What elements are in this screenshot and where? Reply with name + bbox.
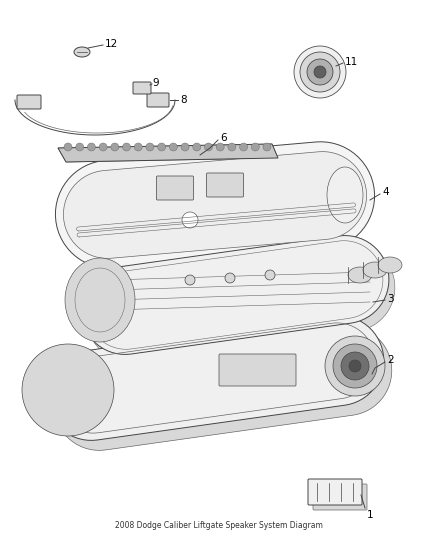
FancyBboxPatch shape (308, 479, 362, 505)
Circle shape (225, 273, 235, 283)
Polygon shape (58, 144, 278, 162)
Circle shape (111, 143, 119, 151)
Polygon shape (87, 244, 395, 362)
Circle shape (240, 143, 247, 151)
Ellipse shape (307, 59, 333, 85)
FancyBboxPatch shape (313, 484, 367, 510)
Ellipse shape (314, 66, 326, 78)
Ellipse shape (42, 364, 94, 416)
Ellipse shape (363, 262, 387, 278)
Circle shape (64, 143, 72, 151)
Polygon shape (64, 151, 367, 259)
Circle shape (99, 143, 107, 151)
Ellipse shape (327, 167, 363, 223)
Circle shape (205, 143, 212, 151)
FancyBboxPatch shape (17, 95, 41, 109)
Circle shape (185, 275, 195, 285)
Ellipse shape (333, 344, 377, 388)
Ellipse shape (65, 258, 135, 342)
Text: 3: 3 (387, 294, 394, 304)
Circle shape (263, 143, 271, 151)
Circle shape (265, 270, 275, 280)
FancyBboxPatch shape (156, 176, 194, 200)
Circle shape (76, 143, 84, 151)
FancyBboxPatch shape (133, 82, 151, 94)
Polygon shape (81, 236, 389, 354)
FancyBboxPatch shape (219, 354, 296, 386)
Ellipse shape (348, 267, 372, 283)
Circle shape (170, 143, 177, 151)
Circle shape (193, 143, 201, 151)
Ellipse shape (294, 46, 346, 98)
FancyBboxPatch shape (206, 173, 244, 197)
FancyBboxPatch shape (147, 93, 169, 107)
Circle shape (228, 143, 236, 151)
Text: 1: 1 (367, 510, 374, 520)
Ellipse shape (56, 378, 80, 402)
Polygon shape (58, 144, 278, 162)
Circle shape (181, 143, 189, 151)
Circle shape (251, 143, 259, 151)
Circle shape (146, 143, 154, 151)
Ellipse shape (182, 212, 198, 228)
Text: 2008 Dodge Caliber Liftgate Speaker System Diagram: 2008 Dodge Caliber Liftgate Speaker Syst… (115, 521, 323, 530)
Polygon shape (46, 316, 384, 440)
Text: 6: 6 (220, 133, 226, 143)
Text: 4: 4 (382, 187, 389, 197)
Text: 9: 9 (152, 78, 159, 88)
Circle shape (123, 143, 131, 151)
Circle shape (88, 143, 95, 151)
Polygon shape (56, 142, 374, 268)
Ellipse shape (74, 47, 90, 57)
Circle shape (158, 143, 166, 151)
Text: 11: 11 (345, 57, 358, 67)
Ellipse shape (341, 352, 369, 380)
Ellipse shape (378, 257, 402, 273)
Ellipse shape (300, 52, 340, 92)
Polygon shape (54, 326, 392, 450)
Text: 12: 12 (105, 39, 118, 49)
Text: 8: 8 (180, 95, 187, 105)
Circle shape (216, 143, 224, 151)
Ellipse shape (30, 352, 106, 428)
Ellipse shape (325, 336, 385, 396)
Text: 2: 2 (387, 355, 394, 365)
Ellipse shape (22, 344, 114, 436)
Circle shape (134, 143, 142, 151)
Ellipse shape (349, 360, 361, 372)
